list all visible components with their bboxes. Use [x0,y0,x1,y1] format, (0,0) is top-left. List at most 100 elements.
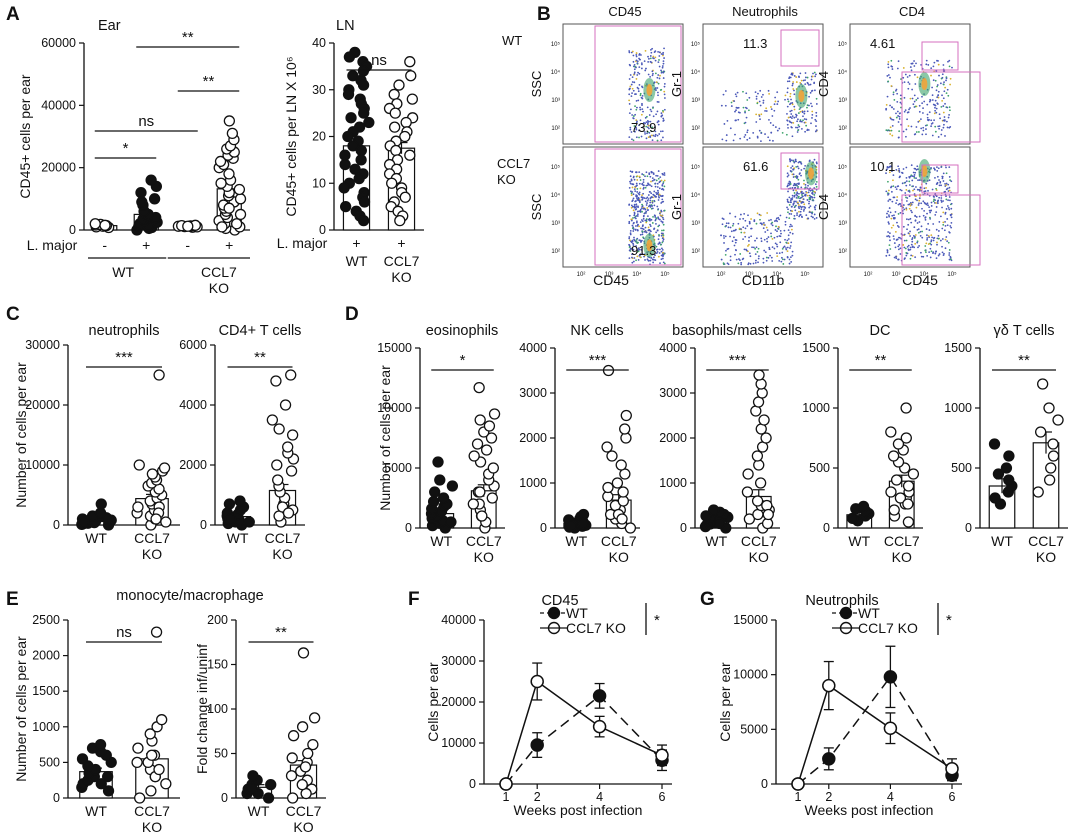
flow-event-dot [744,121,747,124]
flow-event-dot [946,224,949,227]
flow-event-dot [657,61,660,64]
flow-event-dot [945,77,948,80]
flow-event-dot [644,133,646,135]
flow-event-dot [759,214,762,217]
flow-event-dot [949,126,952,128]
flow-event-dot [798,173,801,175]
flow-event-dot [911,238,913,241]
data-point [216,221,228,233]
flow-gate [780,152,820,190]
flow-event-dot [759,118,761,121]
flow-event-dot [948,166,951,169]
flow-event-dot [933,119,935,122]
flow-event-dot [759,222,762,225]
flow-event-dot [633,238,635,241]
flow-event-dot [650,192,653,195]
flow-event-dot [766,229,769,231]
flow-event-dot [661,65,664,67]
flow-event-dot [634,200,637,203]
flow-event-dot [641,210,643,213]
flow-event-dot [635,171,637,174]
flow-event-dot [894,211,897,213]
flow-event-dot [808,84,810,86]
y-tick-label: 0 [823,521,830,535]
x-axis-label: Weeks post infection [805,802,934,818]
flow-event-dot [911,175,914,177]
flow-gate [780,29,820,67]
flow-event-dot [774,96,777,99]
flow-event-dot [651,205,654,207]
flow-event-dot [645,212,647,214]
data-point [606,450,618,462]
flow-event-dot [909,248,912,251]
flow-event-dot [905,208,908,211]
data-point [434,474,446,486]
y-tick-label: 1000 [32,720,60,734]
flow-event-dot [771,221,774,224]
flow-event-dot [657,217,660,220]
flow-event-dot [651,177,654,180]
flow-event-dot [928,100,931,103]
flow-event-dot [633,211,636,214]
flow-event-dot [908,195,911,198]
flow-event-dot [806,110,809,113]
flow-event-dot [648,190,651,193]
flow-event-dot [794,158,797,161]
data-point [404,56,416,68]
flow-event-dot [791,117,793,120]
flow-event-dot [892,91,895,94]
flow-event-dot [655,252,658,255]
flow-event-dot [776,230,778,233]
flow-event-dot [809,205,812,208]
flow-event-dot [905,135,907,138]
flow-event-dot [916,240,919,243]
flow-event-dot [906,218,908,221]
flow-event-dot [744,134,747,136]
data-point [223,168,235,180]
flow-event-dot [948,208,951,211]
flow-event-dot [758,129,761,132]
flow-event-dot [898,115,901,118]
flow-event-dot [635,59,638,62]
flow-y-tick-label: 10⁴ [691,69,701,76]
flow-event-dot [889,76,891,79]
flow-event-dot [907,190,910,192]
flow-event-dot [790,198,792,200]
flow-event-dot [791,254,794,257]
flow-event-dot [649,120,652,123]
flow-event-dot [651,201,654,204]
flow-event-dot [893,238,895,240]
series-point [883,721,898,735]
flow-event-dot [898,168,900,170]
flow-event-dot [947,199,949,202]
flow-event-dot [644,116,647,119]
flow-event-dot [934,176,936,179]
data-point [262,792,275,804]
flow-event-dot [634,126,637,128]
flow-event-dot [653,51,656,53]
flow-event-dot [930,209,932,212]
flow-event-dot [649,175,652,178]
flow-event-dot [655,89,657,91]
flow-event-dot [633,81,636,84]
chart-title: CD4+ T cells [219,323,302,339]
data-point [135,186,147,199]
flow-event-dot [740,261,743,264]
flow-event-dot [722,93,725,96]
flow-event-dot [890,186,892,189]
flow-event-dot [649,225,652,228]
flow-event-dot [931,188,934,191]
flow-event-dot [737,106,740,109]
flow-event-dot [930,167,932,169]
flow-event-dot [786,185,789,188]
data-point [302,747,314,760]
flow-event-dot [943,123,945,126]
flow-event-dot [950,202,953,205]
flow-event-dot [738,227,741,230]
flow-event-dot [790,73,793,76]
flow-event-dot [807,217,809,220]
flow-event-dot [659,243,662,246]
flow-event-dot [784,238,786,241]
flow-event-dot [814,89,816,92]
flow-event-dot [661,221,664,224]
